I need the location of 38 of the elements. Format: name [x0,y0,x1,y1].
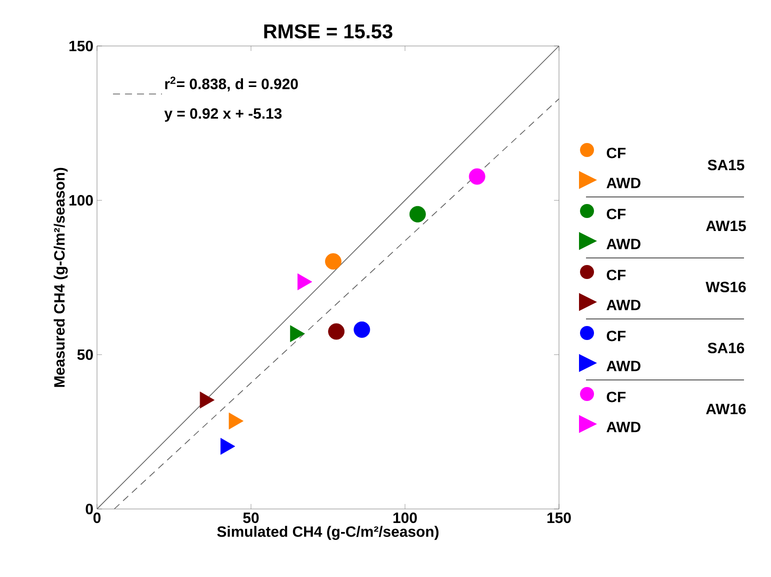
text: AW15 [706,220,746,232]
y-tick-label: 100 [69,195,93,206]
x-tick-label: 100 [393,512,417,524]
point [325,253,342,270]
y-tick-label: 50 [77,349,93,360]
point [290,325,305,342]
legend-label: CF [606,208,626,220]
legend-label: AWD [606,178,640,188]
point [409,206,426,222]
point [200,392,215,408]
y-tick-label: 0 [86,504,93,514]
x-tick-label: 50 [243,512,259,524]
x-axis-title: Simulated CH4 (g-C/m²/season) [217,526,439,540]
legend-label: CF [606,270,626,280]
text: AW16 [706,404,746,414]
text: SA15 [708,160,744,170]
point [468,168,486,185]
text: WS16 [706,282,746,292]
point [297,273,312,290]
legend-label: AWD [606,422,640,432]
point [328,323,345,340]
y-axis-title: Measured CH4 (g-C/m²/season) [54,168,68,387]
point [220,438,236,455]
legend-label: AWD [606,300,640,310]
y-tick-label: 150 [69,40,93,52]
x-tick-label: 0 [93,512,101,524]
legend-label: CF [606,330,626,342]
legend-label: r$^{2}$= 0.838, d = 0.920 [165,76,298,92]
point [228,412,244,430]
legend-label: CF [606,392,626,402]
point [354,321,370,338]
text: SA16 [708,342,744,354]
x-tick-label: 150 [547,512,571,524]
legend-label: AWD [606,360,640,372]
annotation: y = 0.92 x + -5.13 [164,108,282,122]
legend-label: AWD [606,238,640,250]
legend-label: CF [606,148,626,158]
chart-title: RMSE = 15.53 [264,24,392,38]
